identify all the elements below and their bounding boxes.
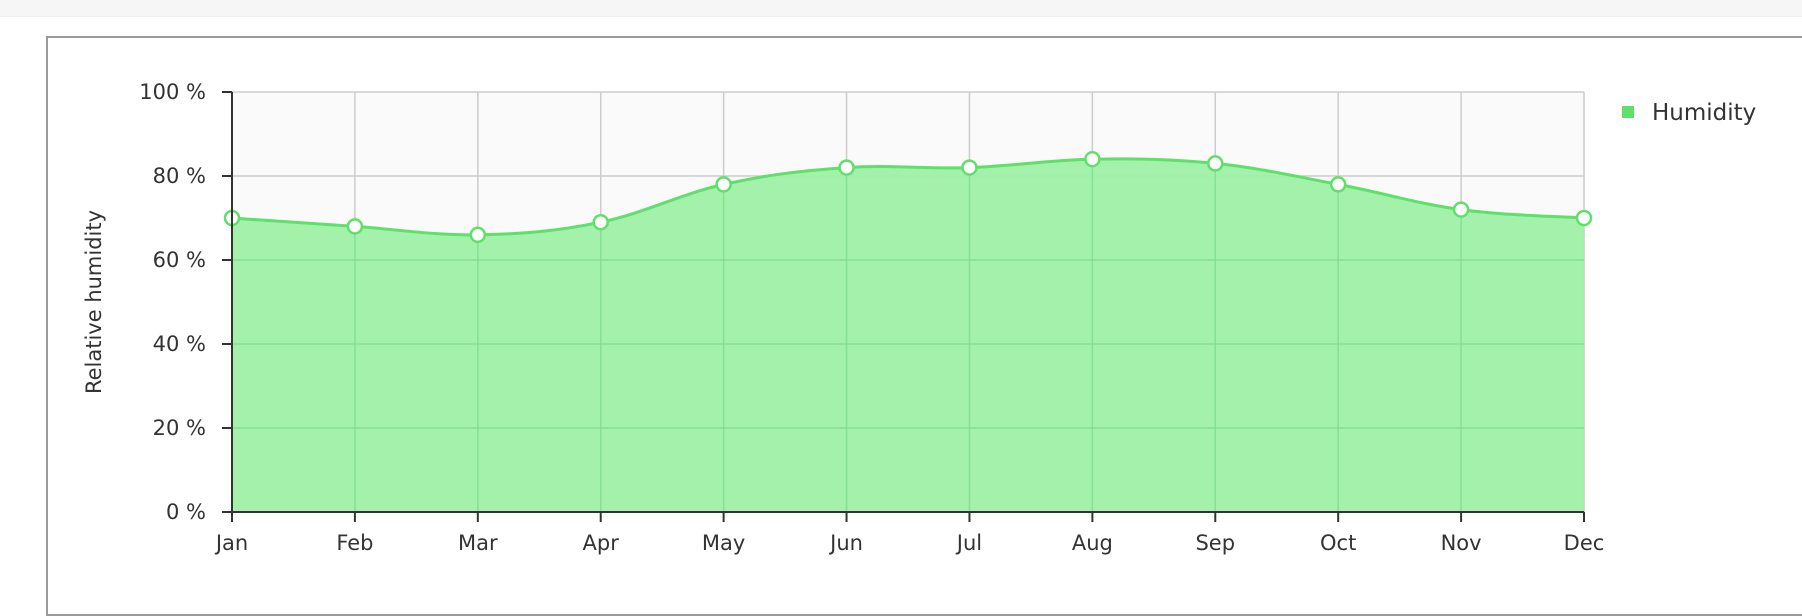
- humidity-area: [232, 158, 1584, 512]
- data-point-aug: [1084, 150, 1101, 168]
- x-tick-label-jun: Jun: [828, 531, 863, 555]
- top-bar: [0, 0, 1802, 17]
- y-axis-title: Relative humidity: [82, 210, 106, 394]
- y-axis-ticks: 0 % 20 % 40 % 60 % 80 % 100 %: [139, 80, 232, 524]
- legend-label-humidity: Humidity: [1652, 100, 1756, 126]
- x-tick-label-may: May: [702, 531, 745, 555]
- legend-swatch-humidity: [1622, 106, 1634, 118]
- x-tick-label-oct: Oct: [1320, 531, 1356, 555]
- x-tick-label-apr: Apr: [583, 531, 620, 555]
- data-point-mar: [469, 226, 487, 244]
- data-point-dec: [1575, 209, 1593, 227]
- x-tick-label-jul: Jul: [955, 531, 982, 555]
- x-tick-label-jan: Jan: [214, 531, 248, 555]
- y-tick-label-60: 60 %: [153, 248, 206, 272]
- area-gridline-overlay: [232, 159, 1584, 512]
- data-point-nov: [1452, 201, 1470, 218]
- y-tick-label-0: 0 %: [166, 500, 206, 524]
- data-point-feb: [346, 218, 364, 235]
- x-tick-label-dec: Dec: [1564, 531, 1605, 555]
- x-tick-label-sep: Sep: [1195, 531, 1235, 555]
- humidity-line: [231, 157, 1585, 237]
- data-point-jul: [961, 159, 978, 176]
- legend[interactable]: Humidity: [1622, 100, 1756, 126]
- x-tick-label-feb: Feb: [336, 531, 373, 555]
- data-point-apr: [592, 213, 609, 231]
- x-tick-label-mar: Mar: [458, 531, 498, 555]
- data-point-jun: [838, 159, 855, 176]
- x-axis-ticks: Jan Feb Mar Apr May Jun Jul Aug Sep Oct Nov Dec: [214, 512, 1605, 555]
- data-point-sep: [1207, 155, 1224, 172]
- y-tick-label-20: 20 %: [153, 416, 206, 440]
- x-tick-label-nov: Nov: [1441, 531, 1482, 555]
- y-tick-label-40: 40 %: [153, 332, 206, 356]
- data-point-may: [715, 176, 732, 193]
- x-tick-label-aug: Aug: [1072, 531, 1113, 555]
- humidity-chart: 0 % 20 % 40 % 60 % 80 % 100 % Jan Feb Mar Apr May…: [82, 80, 1756, 555]
- data-point-oct: [1329, 176, 1347, 193]
- y-tick-label-100: 100 %: [139, 80, 206, 104]
- y-tick-label-80: 80 %: [153, 164, 206, 188]
